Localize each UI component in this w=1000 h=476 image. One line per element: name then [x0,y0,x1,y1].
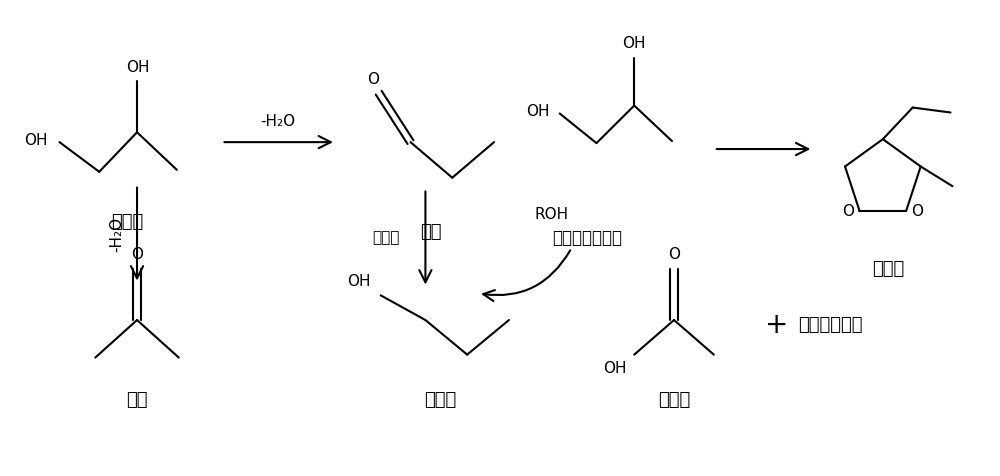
Text: 丙醇: 丙醇 [420,223,441,241]
Text: OH: OH [347,274,371,289]
Text: O: O [131,247,143,262]
Text: OH: OH [603,360,626,376]
Text: 氢转移: 氢转移 [372,230,399,246]
Text: 丙酮: 丙酮 [126,391,148,409]
Text: ROH: ROH [535,207,569,222]
Text: OH: OH [126,60,150,75]
Text: 其他脱氢产物: 其他脱氢产物 [798,316,863,334]
Text: O: O [911,204,923,219]
Text: O: O [367,72,379,87]
Text: 原料与中间产物: 原料与中间产物 [552,229,622,247]
Text: -H₂O: -H₂O [110,217,125,252]
Text: O: O [668,247,680,262]
Text: OH: OH [623,36,646,51]
Text: 丙二醇: 丙二醇 [111,213,143,231]
Text: +: + [765,311,788,339]
Text: OH: OH [24,133,48,148]
Text: -H₂O: -H₂O [261,114,296,129]
Text: 丙酮醇: 丙酮醇 [658,391,690,409]
Text: OH: OH [526,104,550,119]
Text: 二噌烷: 二噌烷 [872,260,904,278]
Text: O: O [843,204,855,219]
Text: 正丙醇: 正丙醇 [424,391,456,409]
